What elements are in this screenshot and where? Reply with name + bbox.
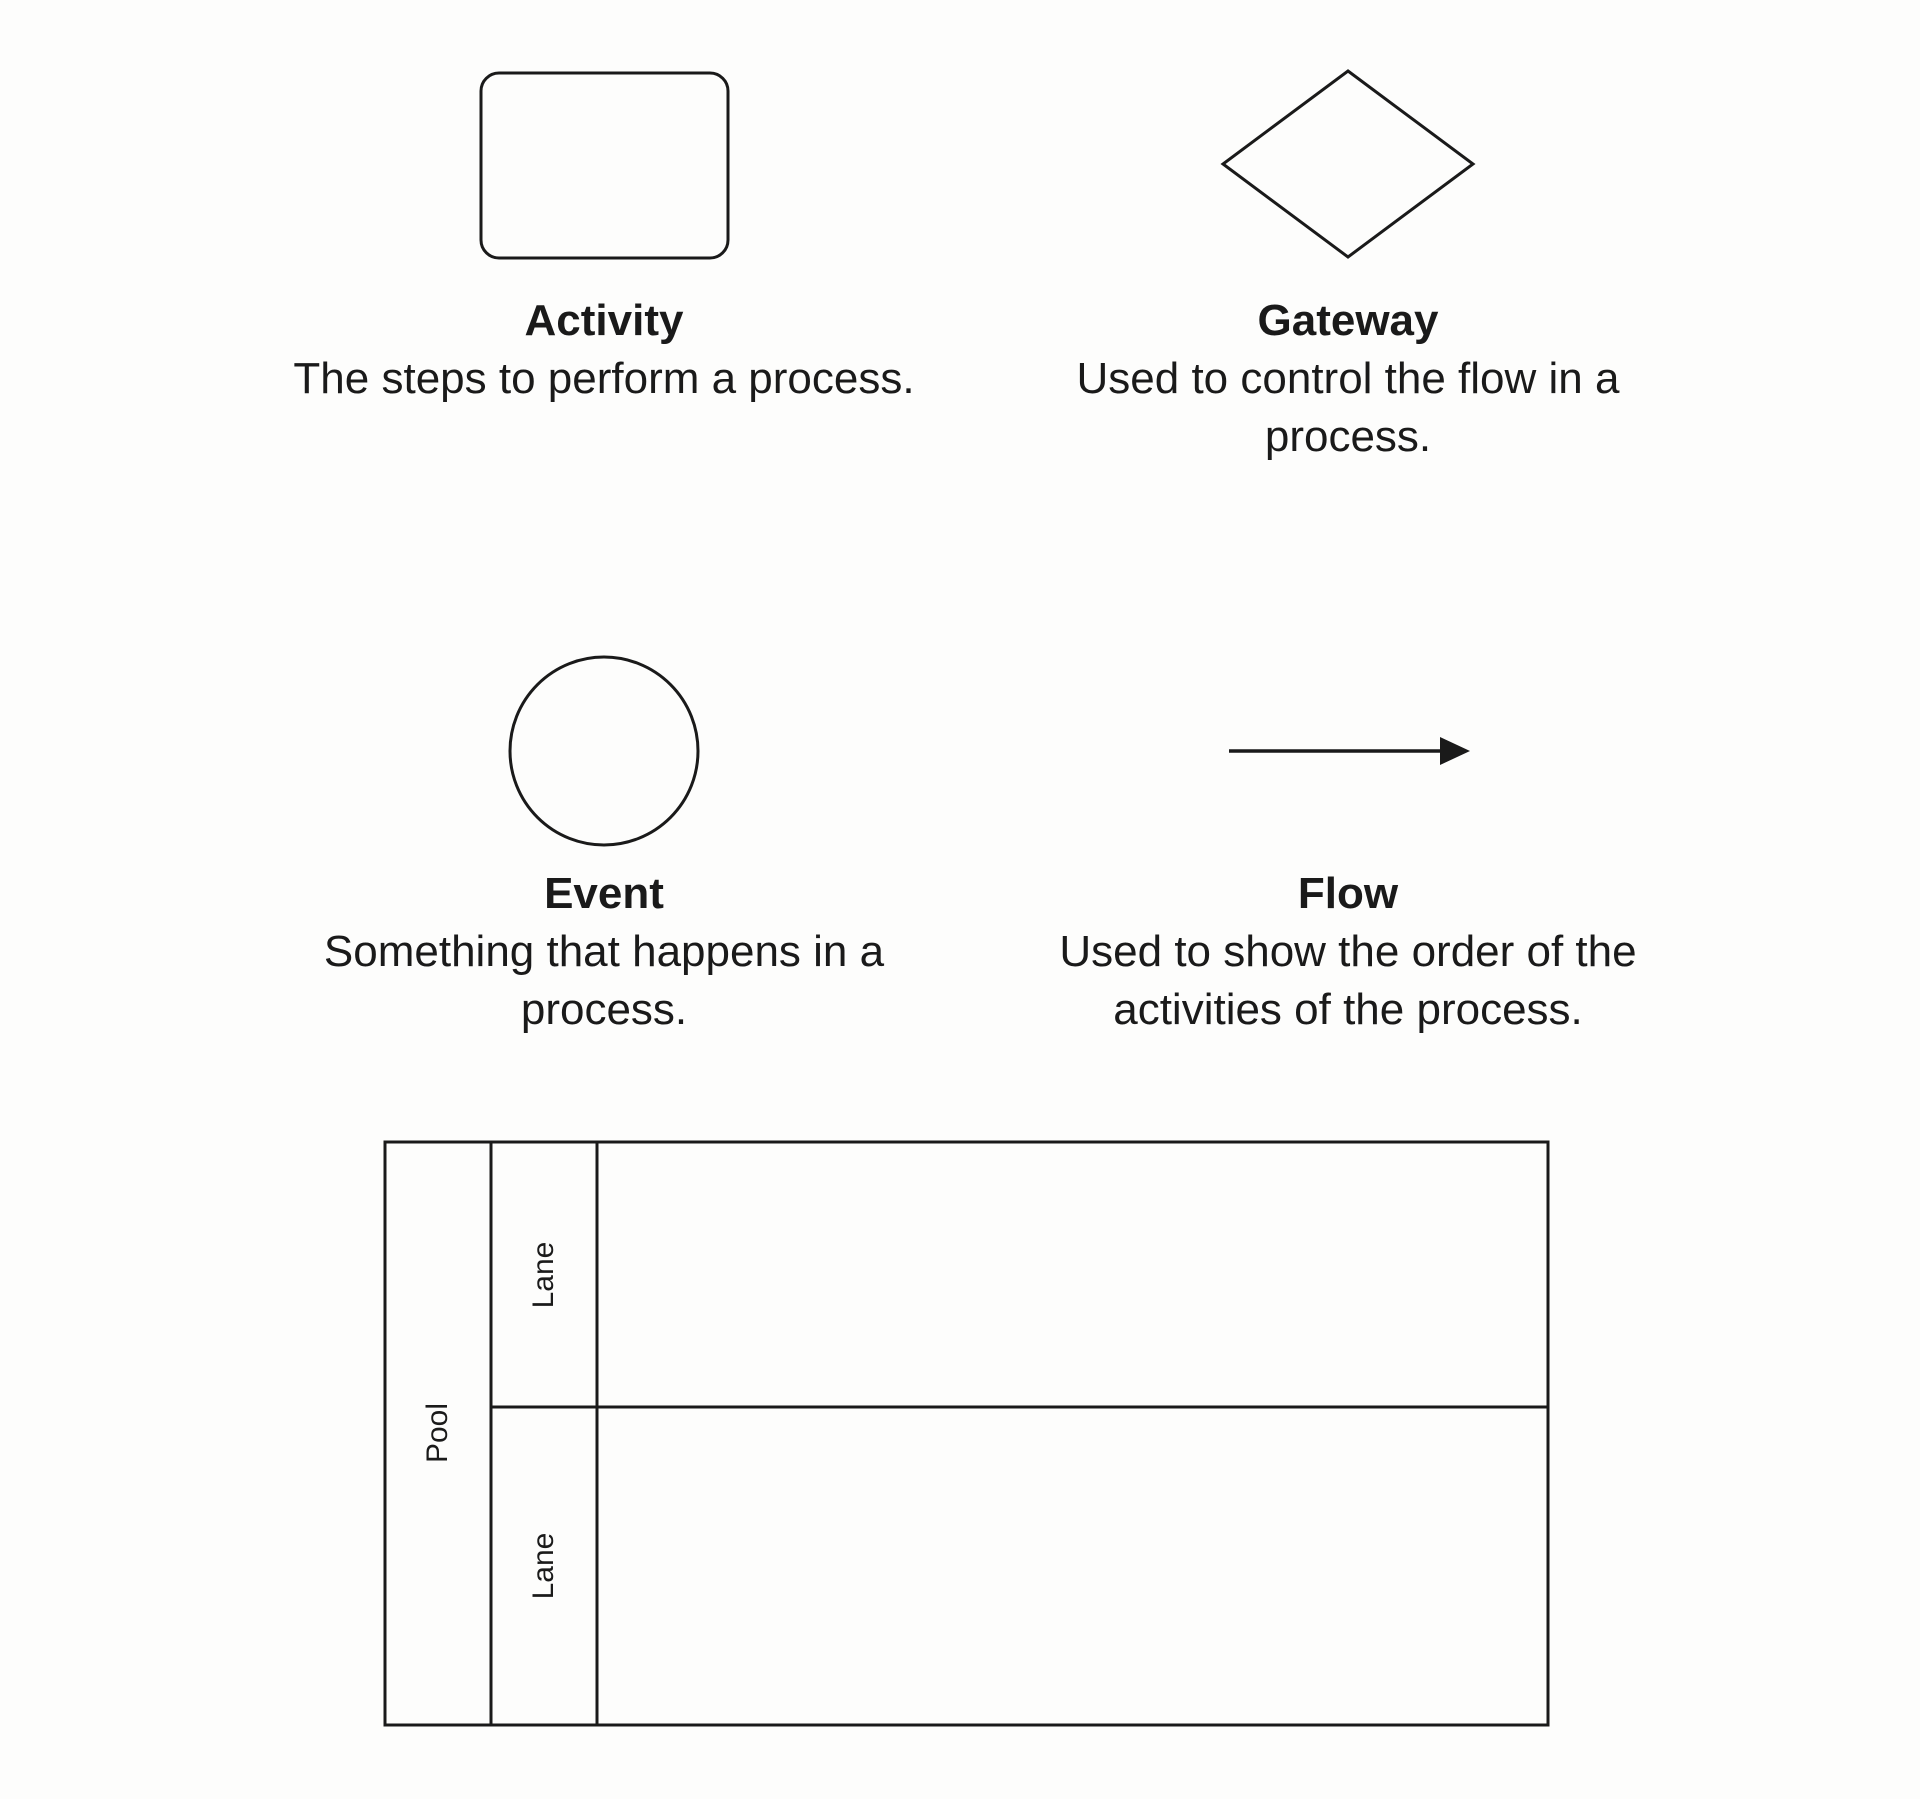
flow-arrow-icon bbox=[1229, 737, 1470, 765]
activity-description: The steps to perform a process. bbox=[293, 354, 915, 403]
flow-description: Used to show the order of the activities… bbox=[1059, 927, 1637, 1034]
flow-title: Flow bbox=[1297, 869, 1399, 918]
activity-caption: Activity The steps to perform a process. bbox=[254, 292, 954, 408]
activity-title: Activity bbox=[524, 296, 684, 345]
event-caption: Event Something that happens in a proces… bbox=[254, 865, 954, 1039]
event-title: Event bbox=[544, 869, 664, 918]
lane-label-top: Lane bbox=[527, 1241, 560, 1309]
gateway-diamond-icon bbox=[1220, 69, 1476, 259]
activity-rounded-rectangle-icon bbox=[479, 71, 730, 260]
event-description: Something that happens in a process. bbox=[323, 927, 885, 1034]
lane-label-bottom: Lane bbox=[527, 1532, 560, 1600]
event-circle-icon bbox=[508, 655, 700, 847]
pool-label: Pool bbox=[421, 1402, 454, 1464]
gateway-title: Gateway bbox=[1257, 296, 1439, 345]
gateway-caption: Gateway Used to control the flow in a pr… bbox=[998, 292, 1698, 466]
flow-caption: Flow Used to show the order of the activ… bbox=[998, 865, 1698, 1039]
gateway-description: Used to control the flow in a process. bbox=[1076, 354, 1620, 461]
pool-diagram bbox=[383, 1140, 1550, 1727]
pool-outline bbox=[383, 1140, 1550, 1727]
